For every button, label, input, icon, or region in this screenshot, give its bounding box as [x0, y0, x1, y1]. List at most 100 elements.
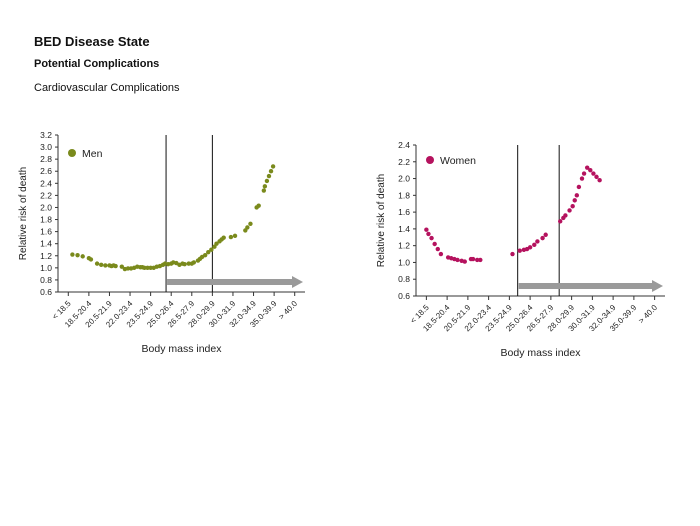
- women-data-point: [478, 257, 483, 263]
- women-legend-label: Women: [440, 155, 476, 167]
- page-subtitle: Potential Complications: [34, 58, 160, 70]
- men-data-point: [191, 260, 197, 265]
- women-y-tick-label: 0.8: [398, 274, 410, 284]
- women-data-point: [435, 246, 440, 252]
- women-y-tick-label: 1.2: [398, 241, 410, 251]
- men-data-point: [75, 252, 80, 258]
- women-data-point: [527, 245, 533, 250]
- women-data-point: [462, 259, 467, 264]
- women-data-point: [438, 251, 444, 257]
- women-data-point: [535, 239, 540, 244]
- men-y-tick-label: 2.2: [40, 190, 52, 200]
- women-data-point: [455, 257, 460, 263]
- men-data-point: [248, 221, 253, 226]
- men-data-point: [261, 188, 267, 193]
- women-x-axis-title: Body mass index: [501, 347, 582, 359]
- men-y-tick-label: 0.8: [40, 275, 52, 285]
- men-y-tick-label: 2.4: [40, 178, 52, 188]
- men-data-point: [125, 266, 131, 271]
- men-data-point: [145, 265, 150, 271]
- women-data-point: [572, 198, 577, 203]
- women-data-point: [597, 178, 602, 183]
- women-y-tick-label: 1.0: [398, 257, 410, 267]
- men-y-tick-label: 1.8: [40, 215, 52, 225]
- women-data-point: [576, 184, 582, 190]
- women-data-point: [532, 242, 537, 248]
- men-y-tick-label: 3.0: [40, 142, 52, 152]
- women-data-point: [581, 171, 587, 176]
- section-label: Cardiovascular Complications: [34, 82, 180, 94]
- men-data-point: [262, 184, 268, 189]
- women-data-point: [584, 165, 590, 170]
- men-data-point: [148, 265, 153, 271]
- men-y-tick-label: 2.6: [40, 166, 52, 176]
- women-data-point: [558, 219, 563, 224]
- women-legend-marker: [426, 156, 434, 164]
- women-data-point: [475, 257, 480, 263]
- men-y-tick-label: 1.2: [40, 251, 52, 261]
- men-data-point: [186, 261, 191, 266]
- women-data-point: [517, 248, 522, 253]
- women-data-point: [424, 227, 429, 232]
- women-arrow-head: [652, 280, 663, 292]
- men-data-point: [256, 203, 261, 208]
- men-data-point: [70, 252, 75, 257]
- men-arrow-head: [292, 276, 303, 288]
- women-y-tick-label: 1.6: [398, 207, 410, 217]
- women-y-axis-title: Relative risk of death: [376, 174, 387, 267]
- women-data-point: [470, 256, 476, 262]
- women-y-tick-label: 1.8: [398, 190, 410, 200]
- men-y-tick-label: 2.8: [40, 154, 52, 164]
- men-legend-marker: [68, 149, 76, 157]
- women-data-point: [540, 235, 545, 241]
- women-y-tick-label: 0.6: [398, 291, 410, 301]
- men-data-point: [99, 262, 104, 268]
- men-y-tick-label: 1.6: [40, 227, 52, 237]
- men-data-point: [209, 247, 214, 252]
- men-data-point: [232, 233, 238, 239]
- men-data-point: [268, 169, 274, 174]
- men-data-point: [113, 263, 118, 269]
- men-y-tick-label: 0.6: [40, 287, 52, 297]
- women-data-point: [579, 176, 585, 181]
- men-data-point: [202, 252, 208, 258]
- men-y-axis-title: Relative risk of death: [18, 167, 29, 260]
- women-data-point: [510, 251, 515, 257]
- women-data-point: [543, 232, 548, 237]
- men-data-point: [264, 178, 270, 184]
- men-data-point: [119, 264, 125, 269]
- women-data-point: [429, 235, 434, 241]
- men-data-point: [206, 249, 211, 255]
- men-data-point: [228, 234, 234, 240]
- men-data-point: [270, 164, 276, 169]
- men-data-point: [94, 261, 100, 266]
- women-y-tick-label: 2.0: [398, 174, 410, 184]
- men-data-point: [103, 263, 108, 268]
- men-data-point: [221, 235, 226, 240]
- men-y-tick-label: 1.4: [40, 239, 52, 249]
- women-data-point: [567, 208, 572, 213]
- men-y-tick-label: 1.0: [40, 263, 52, 273]
- women-y-tick-label: 1.4: [398, 224, 410, 234]
- women-data-point: [588, 167, 593, 173]
- women-x-tick-label: > 40.0: [637, 303, 660, 326]
- men-data-point: [266, 173, 272, 179]
- men-data-point: [80, 254, 85, 259]
- women-data-point: [432, 241, 437, 247]
- men-legend-label: Men: [82, 148, 103, 160]
- women-data-point: [563, 213, 568, 218]
- women-y-tick-label: 2.2: [398, 157, 410, 167]
- women-data-point: [591, 171, 596, 176]
- men-data-point: [142, 265, 147, 271]
- men-data-point: [245, 225, 250, 230]
- women-data-point: [426, 231, 431, 237]
- page-title: BED Disease State: [34, 34, 150, 49]
- men-x-axis-title: Body mass index: [142, 343, 223, 355]
- men-arrow-shaft: [167, 279, 293, 285]
- women-arrow-shaft: [518, 283, 653, 289]
- men-y-tick-label: 2.0: [40, 202, 52, 212]
- men-data-point: [182, 262, 187, 267]
- men-data-point: [88, 257, 94, 262]
